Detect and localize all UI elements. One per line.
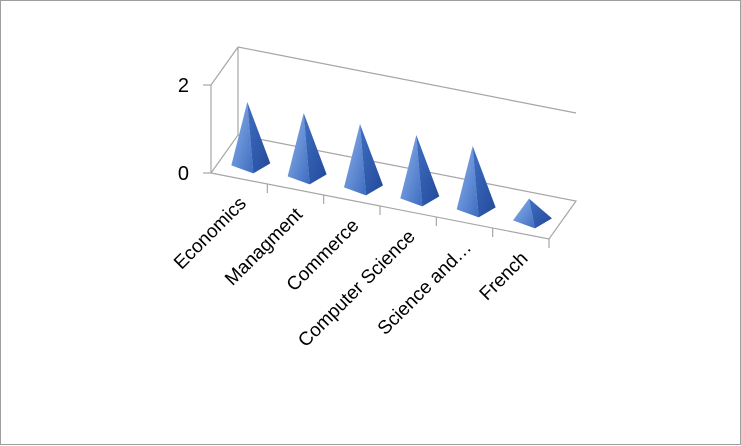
pyramid-bar (287, 113, 327, 185)
y-tick-label: 0 (178, 163, 189, 185)
pyramid-face-left (512, 198, 535, 229)
pyramid-bar (456, 146, 496, 218)
category-label: Computer Science (294, 226, 419, 351)
back-wall-top-edge (237, 46, 577, 114)
pyramid-bar (512, 198, 552, 229)
y-tick-label: 2 (178, 75, 189, 97)
pyramid-face-left (231, 102, 254, 174)
side-wall-top-edge (210, 46, 239, 86)
pyramid-face-left (456, 146, 479, 218)
pyramid-series (231, 102, 552, 229)
pyramid-bar (400, 135, 440, 207)
pyramid-face-right (528, 198, 552, 229)
pyramid-face-right (416, 135, 440, 207)
pyramid-face-left (287, 113, 310, 185)
y-axis-ticks: 02 (178, 75, 211, 185)
category-label: French (476, 248, 533, 305)
pyramid-face-left (400, 135, 423, 207)
pyramid-face-right (247, 102, 271, 174)
pyramid-face-right (359, 124, 383, 196)
pyramid-face-left (343, 124, 366, 196)
pyramid-face-right (303, 113, 327, 185)
pyramid-bar (231, 102, 271, 174)
pyramid-face-right (472, 146, 496, 218)
pyramid-bar (343, 124, 383, 196)
